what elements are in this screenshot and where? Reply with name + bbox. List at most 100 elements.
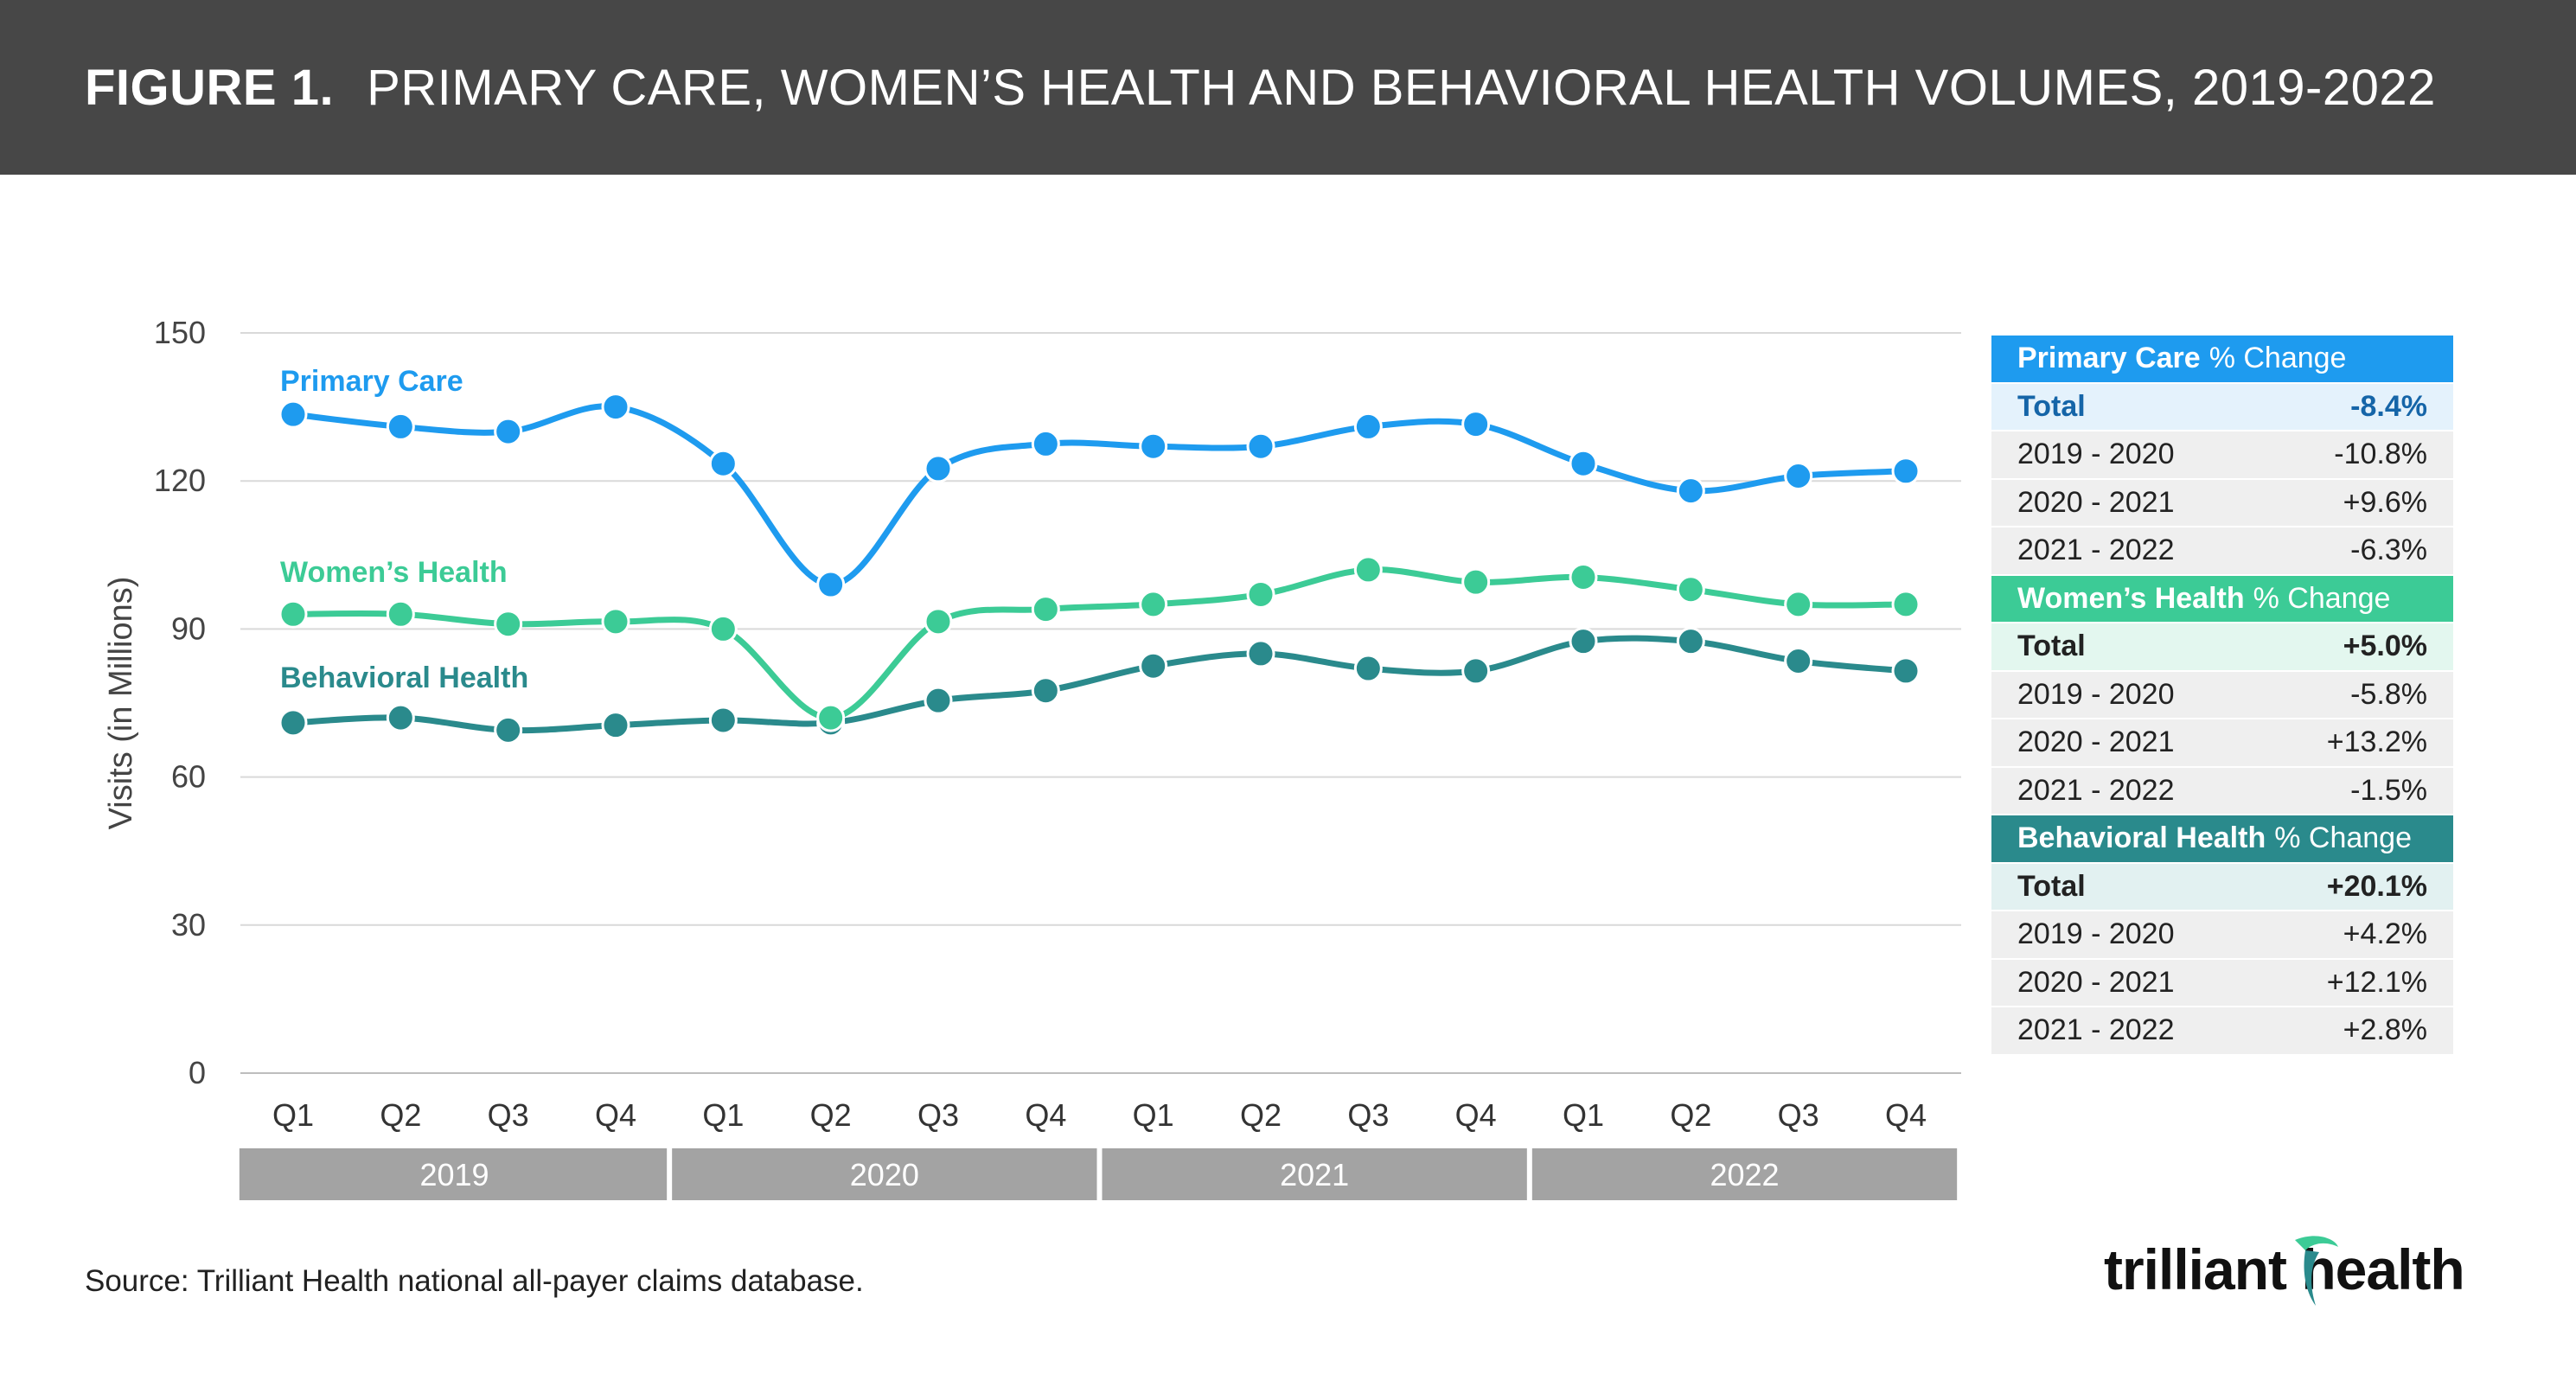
x-tick-label: Q1	[1133, 1097, 1174, 1133]
table-total-row: Total +20.1%	[1991, 863, 2453, 910]
group-name: Women’s Health	[2017, 581, 2245, 615]
x-tick-label: Q4	[1455, 1097, 1497, 1133]
period-label: 2019 - 2020	[2017, 438, 2175, 471]
series-label: Primary Care	[280, 365, 463, 398]
year-band	[239, 1148, 668, 1200]
y-tick-label: 60	[171, 759, 206, 795]
year-band	[672, 1148, 1097, 1200]
series-line	[290, 403, 1909, 588]
figure-header: FIGURE 1. PRIMARY CARE, WOMEN’S HEALTH A…	[0, 0, 2576, 175]
x-tick-label: Q4	[1885, 1097, 1927, 1133]
total-value: +20.1%	[2326, 869, 2427, 903]
data-point	[1031, 595, 1060, 624]
total-value: -8.4%	[2350, 389, 2427, 423]
data-point	[1031, 676, 1060, 706]
group-name: Behavioral Health	[2017, 821, 2266, 855]
series-line	[290, 635, 1909, 734]
data-point	[1139, 651, 1168, 681]
table-row: 2019 - 2020 -5.8%	[1991, 671, 2453, 718]
year-band-label: 2021	[1280, 1157, 1349, 1192]
period-value: -6.3%	[2350, 534, 2427, 567]
x-tick-label: Q3	[488, 1097, 529, 1133]
data-point	[816, 703, 846, 732]
series-label: Women’s Health	[280, 556, 508, 589]
period-value: -10.8%	[2334, 438, 2427, 471]
data-point	[708, 706, 738, 735]
y-tick-label: 120	[154, 463, 206, 498]
data-point	[386, 599, 415, 629]
year-band	[1531, 1148, 1958, 1200]
period-label: 2021 - 2022	[2017, 773, 2175, 807]
y-tick-label: 90	[171, 610, 206, 646]
data-point	[278, 599, 308, 629]
data-point	[1676, 627, 1705, 656]
period-value: -1.5%	[2350, 773, 2427, 807]
data-point	[1891, 656, 1921, 686]
table-row: 2020 - 2021 +13.2%	[1991, 719, 2453, 766]
data-point	[1461, 410, 1491, 439]
data-point	[1891, 590, 1921, 619]
data-point	[1784, 646, 1813, 675]
data-point	[1569, 449, 1598, 478]
data-point	[924, 607, 953, 636]
data-point	[1139, 431, 1168, 461]
period-label: 2019 - 2020	[2017, 917, 2175, 951]
x-tick-label: Q3	[917, 1097, 959, 1133]
data-point	[1676, 575, 1705, 604]
table-row: 2021 - 2022 +2.8%	[1991, 1007, 2453, 1054]
logo-wordmark: trilliant health	[2104, 1237, 2465, 1301]
table-row: 2021 - 2022 -1.5%	[1991, 767, 2453, 814]
data-point	[386, 412, 415, 441]
table-row: 2020 - 2021 +9.6%	[1991, 479, 2453, 526]
year-band-label: 2020	[850, 1157, 919, 1192]
data-point	[816, 570, 846, 599]
data-point	[278, 708, 308, 738]
logo-swoosh-icon	[2295, 1236, 2338, 1306]
y-tick-label: 150	[154, 315, 206, 350]
x-tick-label: Q4	[1025, 1097, 1066, 1133]
period-label: 2021 - 2022	[2017, 1013, 2175, 1047]
data-point	[1353, 555, 1383, 585]
data-point	[1031, 429, 1060, 458]
group-name: Primary Care	[2017, 342, 2201, 375]
data-point	[1461, 567, 1491, 597]
data-point	[1246, 579, 1275, 609]
group-suffix: % Change	[2208, 342, 2347, 375]
percent-change-table: Primary Care% Change Total -8.4% 2019 - 202…	[1991, 336, 2453, 1056]
x-tick-label: Q1	[1563, 1097, 1604, 1133]
trilliant-health-logo: trilliant health	[2104, 1236, 2465, 1306]
period-label: 2020 - 2021	[2017, 965, 2175, 999]
data-point	[1246, 431, 1275, 461]
data-point	[278, 399, 308, 429]
y-tick-label: 30	[171, 907, 206, 943]
period-label: 2021 - 2022	[2017, 534, 2175, 567]
x-tick-label: Q1	[272, 1097, 314, 1133]
data-point	[1353, 412, 1383, 441]
data-point	[1246, 639, 1275, 668]
data-point	[601, 711, 630, 740]
year-band-label: 2022	[1710, 1157, 1779, 1192]
data-point	[924, 454, 953, 483]
data-point	[601, 607, 630, 636]
table-row: 2019 - 2020 +4.2%	[1991, 911, 2453, 958]
series-line	[290, 566, 1909, 721]
figure-title: PRIMARY CARE, WOMEN’S HEALTH AND BEHAVIO…	[367, 59, 2436, 116]
table-row: 2020 - 2021 +12.1%	[1991, 959, 2453, 1006]
data-point	[1139, 590, 1168, 619]
year-band	[1102, 1148, 1527, 1200]
x-tick-label: Q1	[702, 1097, 744, 1133]
x-tick-label: Q2	[810, 1097, 852, 1133]
table-group-header: Women’s Health% Change	[1991, 575, 2453, 622]
table-row: 2019 - 2020 -10.8%	[1991, 431, 2453, 478]
x-tick-label: Q3	[1347, 1097, 1389, 1133]
total-label: Total	[2017, 630, 2086, 663]
x-tick-label: Q2	[1670, 1097, 1711, 1133]
table-group-header: Behavioral Health% Change	[1991, 815, 2453, 862]
data-point	[1676, 476, 1705, 506]
data-point	[1784, 590, 1813, 619]
period-value: +4.2%	[2343, 917, 2427, 951]
period-label: 2019 - 2020	[2017, 677, 2175, 711]
data-point	[1891, 457, 1921, 486]
period-value: +9.6%	[2343, 485, 2427, 519]
